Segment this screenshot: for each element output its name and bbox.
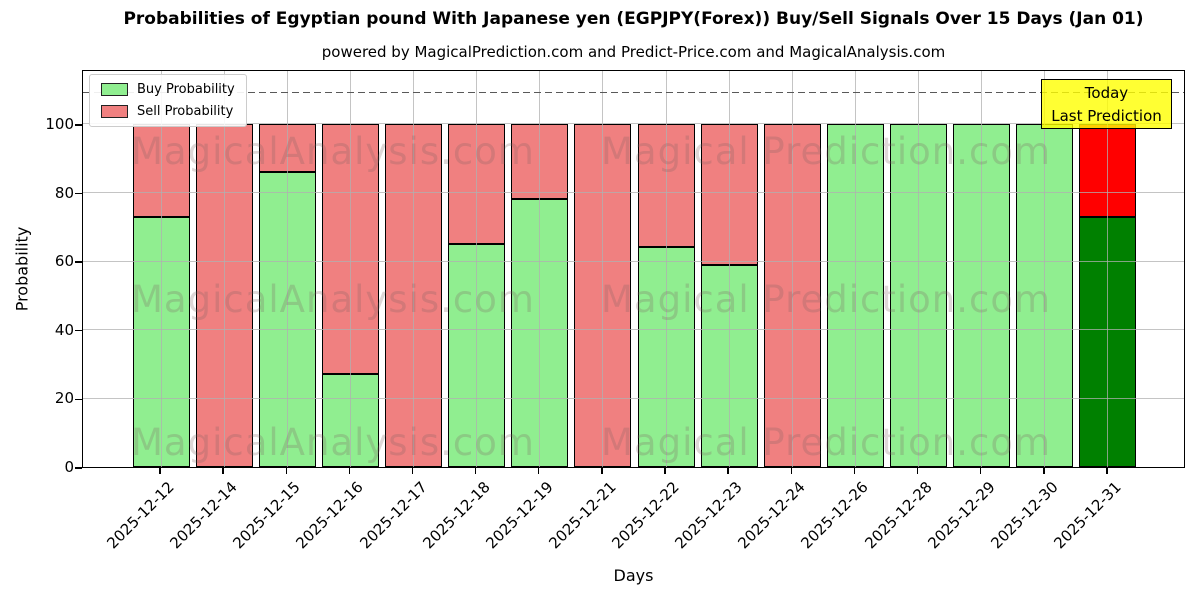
v-gridline <box>476 71 478 467</box>
x-tick-mark <box>1043 468 1045 474</box>
y-tick-label: 60 <box>54 252 74 271</box>
v-gridline <box>981 71 983 467</box>
legend-item-sell: Sell Probability <box>101 104 235 119</box>
v-gridline <box>918 71 920 467</box>
y-tick-mark <box>75 330 82 332</box>
chart-subtitle: powered by MagicalPrediction.com and Pre… <box>321 43 946 61</box>
v-gridline <box>286 71 288 467</box>
annotation-line-2: Last Prediction <box>1051 107 1162 125</box>
x-tick-label: 2025-12-26 <box>797 478 873 553</box>
x-tick-mark <box>538 468 540 474</box>
watermark-text: MagicalAnalysis.com <box>131 421 535 464</box>
v-gridline <box>1044 71 1046 467</box>
watermark-text: MagicalAnalysis.com <box>131 130 535 173</box>
v-gridline <box>728 71 730 467</box>
v-gridline <box>854 71 856 467</box>
y-tick-label: 20 <box>54 389 74 408</box>
x-tick-label: 2025-12-24 <box>734 478 810 553</box>
plot-area: Buy Probability Sell Probability Today L… <box>82 70 1185 468</box>
x-tick-label: 2025-12-15 <box>229 478 304 553</box>
sell-color-swatch <box>101 105 128 118</box>
h-gridline <box>83 329 1184 331</box>
v-gridline <box>349 71 351 467</box>
v-gridline <box>1107 71 1109 467</box>
today-last-prediction-box: Today Last Prediction <box>1041 79 1172 129</box>
h-gridline <box>83 397 1184 399</box>
x-tick-label: 2025-12-18 <box>419 478 494 553</box>
chart-title: Probabilities of Egyptian pound With Jap… <box>123 9 1144 29</box>
x-tick-mark <box>285 468 287 474</box>
x-tick-mark <box>159 468 161 474</box>
h-gridline <box>83 260 1184 262</box>
x-tick-label: 2025-12-17 <box>355 478 431 553</box>
x-tick-label: 2025-12-23 <box>671 478 746 553</box>
y-tick-mark <box>75 192 82 195</box>
legend-item-buy: Buy Probability <box>101 82 235 97</box>
y-tick-mark <box>75 124 82 126</box>
y-tick-mark <box>75 261 82 263</box>
v-gridline <box>223 71 225 467</box>
x-tick-mark <box>1106 468 1108 474</box>
x-tick-label: 2025-12-16 <box>292 478 368 553</box>
watermark-text: MagicalAnalysis.com <box>131 278 535 321</box>
x-tick-mark <box>664 468 666 474</box>
buy-color-swatch <box>101 83 128 96</box>
v-gridline <box>539 71 541 467</box>
x-tick-mark <box>916 468 919 474</box>
x-tick-mark <box>411 468 414 474</box>
x-tick-label: 2025-12-14 <box>166 478 241 553</box>
watermark-text: Magical Prediction.com <box>601 130 1052 173</box>
x-tick-label: 2025-12-12 <box>103 478 178 553</box>
x-tick-mark <box>980 468 982 474</box>
y-tick-label: 100 <box>45 114 74 133</box>
legend: Buy Probability Sell Probability <box>89 74 247 127</box>
h-gridline <box>83 192 1184 194</box>
x-tick-label: 2025-12-29 <box>924 478 999 553</box>
annotation-line-1: Today <box>1084 84 1129 102</box>
x-tick-label: 2025-12-28 <box>860 478 936 553</box>
x-tick-label: 2025-12-22 <box>608 478 683 553</box>
x-tick-mark <box>790 468 793 474</box>
legend-label-buy: Buy Probability <box>137 82 235 97</box>
v-gridline <box>160 71 162 467</box>
y-tick-label: 0 <box>64 458 74 476</box>
h-gridline <box>83 123 1184 125</box>
x-tick-label: 2025-12-30 <box>987 478 1062 553</box>
x-tick-mark <box>601 468 603 474</box>
y-tick-mark <box>75 398 82 401</box>
x-tick-mark <box>727 468 729 474</box>
watermark-text: Magical Prediction.com <box>601 421 1052 464</box>
x-tick-mark <box>348 468 351 474</box>
y-tick-mark <box>75 467 82 469</box>
x-axis-label: Days <box>613 566 654 585</box>
v-gridline <box>602 71 604 467</box>
x-tick-label: 2025-12-31 <box>1050 478 1125 553</box>
v-gridline <box>413 71 415 467</box>
y-tick-label: 80 <box>54 183 74 202</box>
v-gridline <box>791 71 793 467</box>
y-tick-label: 40 <box>54 320 74 339</box>
x-tick-mark <box>853 468 856 474</box>
dashed-threshold-line <box>83 91 1184 94</box>
watermark-text: Magical Prediction.com <box>601 278 1052 321</box>
x-tick-mark <box>222 468 224 474</box>
x-tick-label: 2025-12-21 <box>545 478 620 553</box>
x-tick-label: 2025-12-19 <box>482 478 557 553</box>
legend-label-sell: Sell Probability <box>137 104 234 119</box>
v-gridline <box>665 71 667 467</box>
x-tick-mark <box>474 468 477 474</box>
